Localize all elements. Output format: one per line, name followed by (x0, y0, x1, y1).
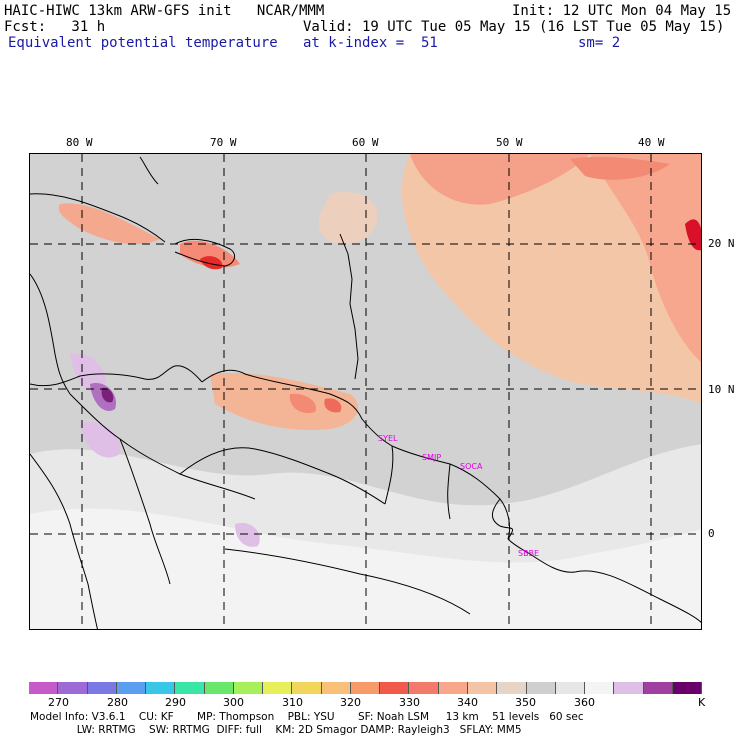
model-title: HAIC-HIWC 13km ARW-GFS init NCAR/MMM (4, 3, 325, 19)
lat-label-20n: 20 N (708, 237, 735, 250)
legend-tick-label: 350 (515, 696, 536, 709)
legend-swatch (614, 682, 644, 694)
forecast-hour: Fcst: 31 h (4, 19, 106, 35)
legend-tick-label: 360 (574, 696, 595, 709)
color-legend-bar (29, 682, 703, 694)
legend-swatch (643, 682, 673, 694)
model-info-line2: LW: RRTMG SW: RRTMG DIFF: full KM: 2D Sm… (30, 724, 522, 736)
legend-swatch (87, 682, 117, 694)
legend-swatch (467, 682, 498, 694)
station-label: SYEL (378, 434, 398, 443)
legend-swatch (321, 682, 351, 694)
station-label: SBBE (518, 549, 539, 558)
lon-label-80w: 80 W (66, 136, 93, 149)
legend-tick-label: 270 (48, 696, 69, 709)
legend-tick-label: 320 (340, 696, 361, 709)
legend-swatch (263, 682, 293, 694)
legend-swatch (672, 682, 703, 694)
legend-units-label: K (698, 696, 706, 709)
legend-tick-label: 330 (399, 696, 420, 709)
legend-swatch (497, 682, 527, 694)
station-label: SOCA (460, 462, 483, 471)
legend-swatch (555, 682, 586, 694)
legend-tick-label: 340 (457, 696, 478, 709)
theta-e-field: SYEL SMJP SOCA SBBE (30, 154, 701, 629)
legend-swatch (58, 682, 88, 694)
legend-swatch (204, 682, 234, 694)
lon-label-40w: 40 W (638, 136, 665, 149)
model-info-line1: Model Info: V3.6.1 CU: KF MP: Thompson P… (30, 711, 584, 723)
lat-label-0: 0 (708, 527, 715, 540)
legend-tick-label: 300 (223, 696, 244, 709)
legend-swatch (292, 682, 322, 694)
lon-label-50w: 50 W (496, 136, 523, 149)
legend-swatch (350, 682, 381, 694)
legend-swatch (175, 682, 205, 694)
level-index: at k-index = 51 (303, 35, 438, 51)
legend-swatch (438, 682, 468, 694)
legend-swatch (585, 682, 615, 694)
legend-tick-label: 290 (165, 696, 186, 709)
map-panel: SYEL SMJP SOCA SBBE (29, 153, 702, 630)
station-label: SMJP (422, 453, 441, 462)
lon-label-60w: 60 W (352, 136, 379, 149)
lon-label-70w: 70 W (210, 136, 237, 149)
legend-swatch (146, 682, 176, 694)
legend-swatch (29, 682, 59, 694)
legend-swatch (526, 682, 556, 694)
legend-tick-label: 280 (107, 696, 128, 709)
smoothing: sm= 2 (578, 35, 621, 51)
valid-time: Valid: 19 UTC Tue 05 May 15 (16 LST Tue … (303, 19, 725, 35)
lat-label-10n: 10 N (708, 383, 735, 396)
legend-swatch (233, 682, 264, 694)
legend-tick-label: 310 (282, 696, 303, 709)
legend-swatch (380, 682, 410, 694)
field-name: Equivalent potential temperature (8, 35, 278, 51)
legend-swatch (116, 682, 147, 694)
legend-swatch (409, 682, 439, 694)
init-time: Init: 12 UTC Mon 04 May 15 (512, 3, 732, 19)
